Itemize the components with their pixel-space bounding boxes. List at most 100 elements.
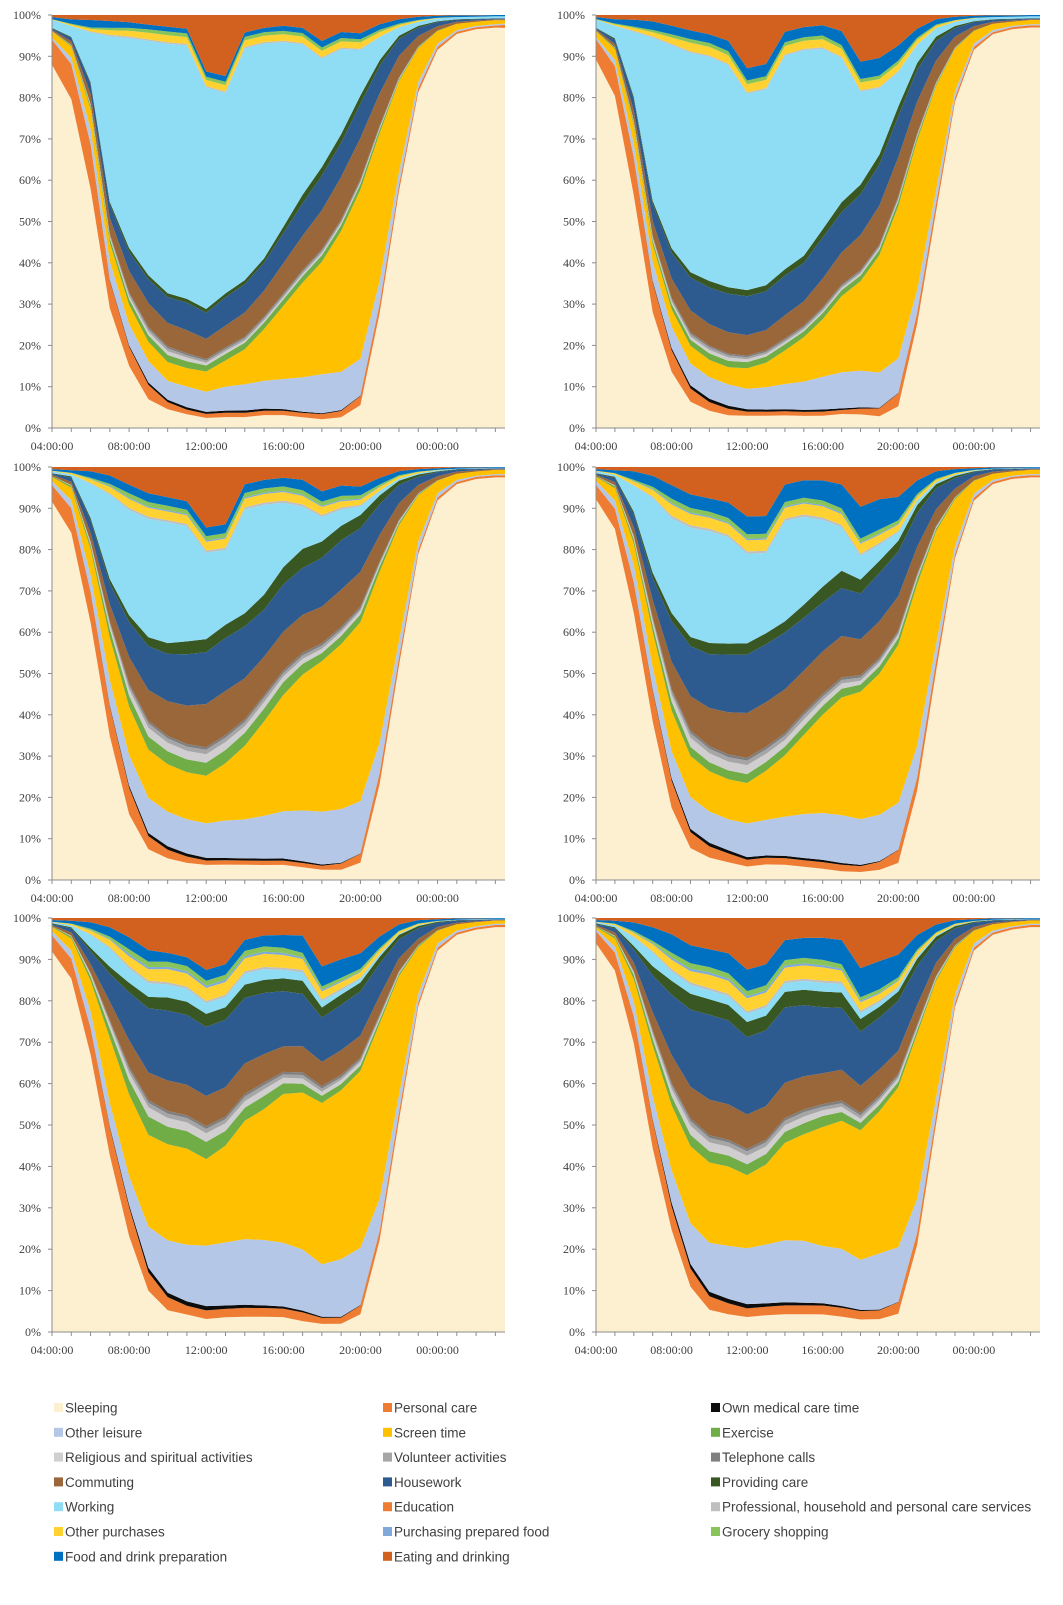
- y-tick-label: 90%: [563, 952, 585, 966]
- y-tick-label: 50%: [19, 1118, 41, 1132]
- x-tick-label: 16:00:00: [801, 1343, 844, 1357]
- y-tick-label: 40%: [563, 1159, 585, 1173]
- area-sleeping: [52, 27, 505, 428]
- area-food-and-drink-preparation: [52, 15, 505, 82]
- legend-swatch: [383, 1477, 392, 1487]
- area-grocery-shopping: [52, 16, 505, 86]
- area-eating-and-drinking: [596, 918, 1040, 970]
- y-tick-label: 90%: [19, 49, 41, 63]
- legend-item-providing-care: Providing care: [711, 1475, 808, 1490]
- y-tick-label: 50%: [19, 667, 41, 681]
- area-sleeping: [596, 27, 1040, 428]
- y-tick-label: 20%: [563, 338, 585, 352]
- area-other-purchases: [52, 467, 505, 551]
- legend-swatch: [54, 1502, 63, 1512]
- y-tick-label: 40%: [19, 256, 41, 270]
- legend-label: Personal care: [394, 1401, 477, 1416]
- y-tick-label: 100%: [557, 8, 585, 22]
- legend-item-other-leisure: Other leisure: [54, 1425, 142, 1440]
- legend-item-purchasing-prepared-food: Purchasing prepared food: [383, 1525, 549, 1540]
- y-tick-label: 30%: [19, 749, 41, 763]
- area-screen-time: [596, 920, 1040, 1260]
- x-tick-label: 08:00:00: [650, 1343, 693, 1357]
- x-tick-label: 12:00:00: [185, 891, 228, 905]
- y-tick-label: 0%: [569, 1325, 585, 1339]
- area-exercise: [596, 920, 1040, 1176]
- y-tick-label: 10%: [19, 380, 41, 394]
- y-tick-label: 40%: [563, 256, 585, 270]
- legend-swatch: [383, 1527, 392, 1536]
- y-tick-label: 100%: [13, 8, 41, 22]
- y-tick-label: 10%: [563, 380, 585, 394]
- legend-item-own-medical-care-time: Own medical care time: [711, 1401, 859, 1416]
- y-tick-label: 30%: [563, 749, 585, 763]
- x-tick-label: 04:00:00: [31, 891, 74, 905]
- legend-label: Exercise: [722, 1425, 774, 1440]
- y-tick-label: 0%: [25, 1325, 41, 1339]
- area-food-and-drink-preparation: [52, 918, 505, 987]
- area-providing-care: [52, 919, 505, 1027]
- y-tick-label: 70%: [19, 132, 41, 146]
- legend-swatch: [383, 1502, 392, 1512]
- legend-swatch: [383, 1427, 392, 1437]
- x-tick-label: 12:00:00: [726, 891, 769, 905]
- area-eating-and-drinking: [52, 467, 505, 528]
- legend-swatch: [383, 1452, 392, 1462]
- legend-label: Professional, household and personal car…: [722, 1500, 1031, 1515]
- legend-item-sleeping: Sleeping: [54, 1401, 118, 1416]
- area-other-purchases: [52, 16, 505, 92]
- legend-label: Housework: [394, 1475, 462, 1490]
- area-grocery-shopping: [596, 467, 1040, 543]
- panel-4: 0% 10% 20% 30% 40% 50% 60% 70% 80% 90% 100% 04:00:0…: [557, 460, 1040, 905]
- legend-item-grocery-shopping: Grocery shopping: [711, 1525, 829, 1540]
- area-working: [596, 16, 1040, 291]
- legend-label: Own medical care time: [722, 1401, 859, 1416]
- y-tick-label: 20%: [19, 790, 41, 804]
- y-tick-label: 30%: [563, 297, 585, 311]
- y-tick-label: 90%: [19, 952, 41, 966]
- area-commuting: [596, 469, 1040, 758]
- legend-swatch: [54, 1477, 63, 1487]
- legend-item-education: Education: [383, 1500, 454, 1515]
- area-exercise: [596, 469, 1040, 783]
- legend: Sleeping Personal care Own medical care ti…: [54, 1401, 1031, 1564]
- legend-item-volunteer-activities: Volunteer activities: [383, 1450, 507, 1465]
- x-tick-label: 04:00:00: [575, 891, 618, 905]
- y-tick-label: 60%: [563, 625, 585, 639]
- x-tick-label: 04:00:00: [31, 439, 74, 453]
- x-tick-label: 00:00:00: [953, 439, 996, 453]
- legend-item-exercise: Exercise: [711, 1425, 774, 1440]
- legend-swatch: [383, 1551, 392, 1561]
- legend-swatch: [54, 1427, 63, 1437]
- y-tick-label: 60%: [19, 1077, 41, 1091]
- legend-item-working: Working: [54, 1500, 114, 1515]
- area-working: [52, 467, 505, 644]
- area-grocery-shopping: [596, 918, 1040, 1001]
- x-tick-label: 08:00:00: [108, 1343, 151, 1357]
- area-sleeping: [596, 927, 1040, 1332]
- y-tick-label: 100%: [557, 460, 585, 474]
- area-food-and-drink-preparation: [596, 918, 1040, 998]
- y-tick-label: 30%: [563, 1201, 585, 1215]
- x-tick-label: 20:00:00: [339, 439, 382, 453]
- area-commuting: [52, 19, 505, 359]
- area-working: [52, 918, 505, 1014]
- x-tick-label: 16:00:00: [801, 891, 844, 905]
- area-religious-and-spiritual-activities: [596, 920, 1040, 1165]
- legend-swatch: [54, 1551, 63, 1561]
- area-screen-time: [52, 469, 505, 824]
- y-tick-label: 40%: [19, 1159, 41, 1173]
- legend-swatch: [711, 1477, 720, 1487]
- area-housework: [596, 919, 1040, 1115]
- panel-1: 0% 10% 20% 30% 40% 50% 60% 70% 80% 90% 100% 04:00:0…: [13, 8, 505, 453]
- area-eating-and-drinking: [596, 15, 1040, 69]
- legend-item-commuting: Commuting: [54, 1475, 134, 1490]
- y-tick-label: 0%: [25, 873, 41, 887]
- legend-item-professional-household-and-personal-care-services: Professional, household and personal car…: [711, 1500, 1031, 1515]
- area-working: [52, 16, 505, 310]
- legend-label: Food and drink preparation: [65, 1549, 227, 1564]
- legend-swatch: [711, 1427, 720, 1437]
- legend-item-screen-time: Screen time: [383, 1425, 466, 1440]
- legend-item-housework: Housework: [383, 1475, 462, 1490]
- y-tick-label: 90%: [19, 501, 41, 515]
